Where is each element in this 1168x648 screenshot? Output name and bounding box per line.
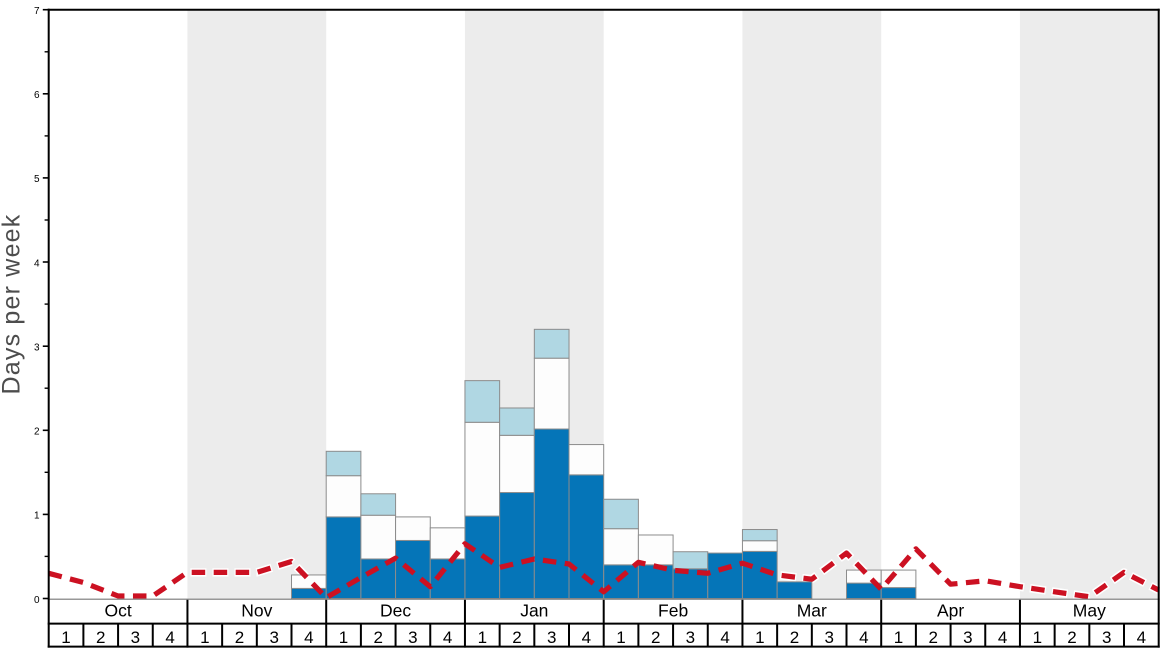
svg-text:2: 2 <box>235 628 244 647</box>
svg-text:Dec: Dec <box>380 601 411 621</box>
svg-text:3: 3 <box>824 628 833 647</box>
svg-text:4: 4 <box>443 628 452 647</box>
svg-text:3: 3 <box>131 628 140 647</box>
svg-text:1: 1 <box>61 628 70 647</box>
svg-text:4: 4 <box>859 628 868 647</box>
svg-text:3: 3 <box>34 343 40 354</box>
svg-text:1: 1 <box>34 511 40 522</box>
svg-text:1: 1 <box>894 628 903 647</box>
svg-text:Mar: Mar <box>797 601 827 621</box>
svg-text:Days per week: Days per week <box>0 214 25 395</box>
svg-text:Apr: Apr <box>937 601 964 621</box>
svg-text:2: 2 <box>373 628 382 647</box>
svg-text:May: May <box>1073 601 1106 621</box>
svg-text:3: 3 <box>269 628 278 647</box>
svg-text:2: 2 <box>96 628 105 647</box>
svg-text:1: 1 <box>339 628 348 647</box>
svg-text:3: 3 <box>963 628 972 647</box>
svg-text:4: 4 <box>582 628 591 647</box>
svg-text:0: 0 <box>34 595 40 606</box>
svg-text:3: 3 <box>1102 628 1111 647</box>
svg-text:2: 2 <box>512 628 521 647</box>
svg-text:1: 1 <box>755 628 764 647</box>
svg-text:6: 6 <box>34 90 40 101</box>
svg-text:Oct: Oct <box>104 601 131 621</box>
svg-text:Nov: Nov <box>241 601 272 621</box>
svg-text:4: 4 <box>304 628 313 647</box>
svg-text:2: 2 <box>1067 628 1076 647</box>
svg-text:3: 3 <box>408 628 417 647</box>
svg-text:1: 1 <box>478 628 487 647</box>
svg-text:Feb: Feb <box>658 601 688 621</box>
svg-text:7: 7 <box>34 6 40 17</box>
svg-text:Jan: Jan <box>520 601 548 621</box>
svg-text:1: 1 <box>200 628 209 647</box>
svg-text:3: 3 <box>686 628 695 647</box>
svg-text:1: 1 <box>616 628 625 647</box>
svg-text:5: 5 <box>34 174 40 185</box>
svg-text:1: 1 <box>1033 628 1042 647</box>
svg-text:4: 4 <box>165 628 174 647</box>
svg-text:4: 4 <box>720 628 729 647</box>
svg-text:2: 2 <box>790 628 799 647</box>
svg-text:2: 2 <box>34 427 40 438</box>
svg-text:4: 4 <box>998 628 1007 647</box>
svg-text:3: 3 <box>547 628 556 647</box>
svg-text:2: 2 <box>928 628 937 647</box>
svg-text:2: 2 <box>651 628 660 647</box>
svg-text:4: 4 <box>34 258 40 269</box>
svg-text:4: 4 <box>1137 628 1146 647</box>
